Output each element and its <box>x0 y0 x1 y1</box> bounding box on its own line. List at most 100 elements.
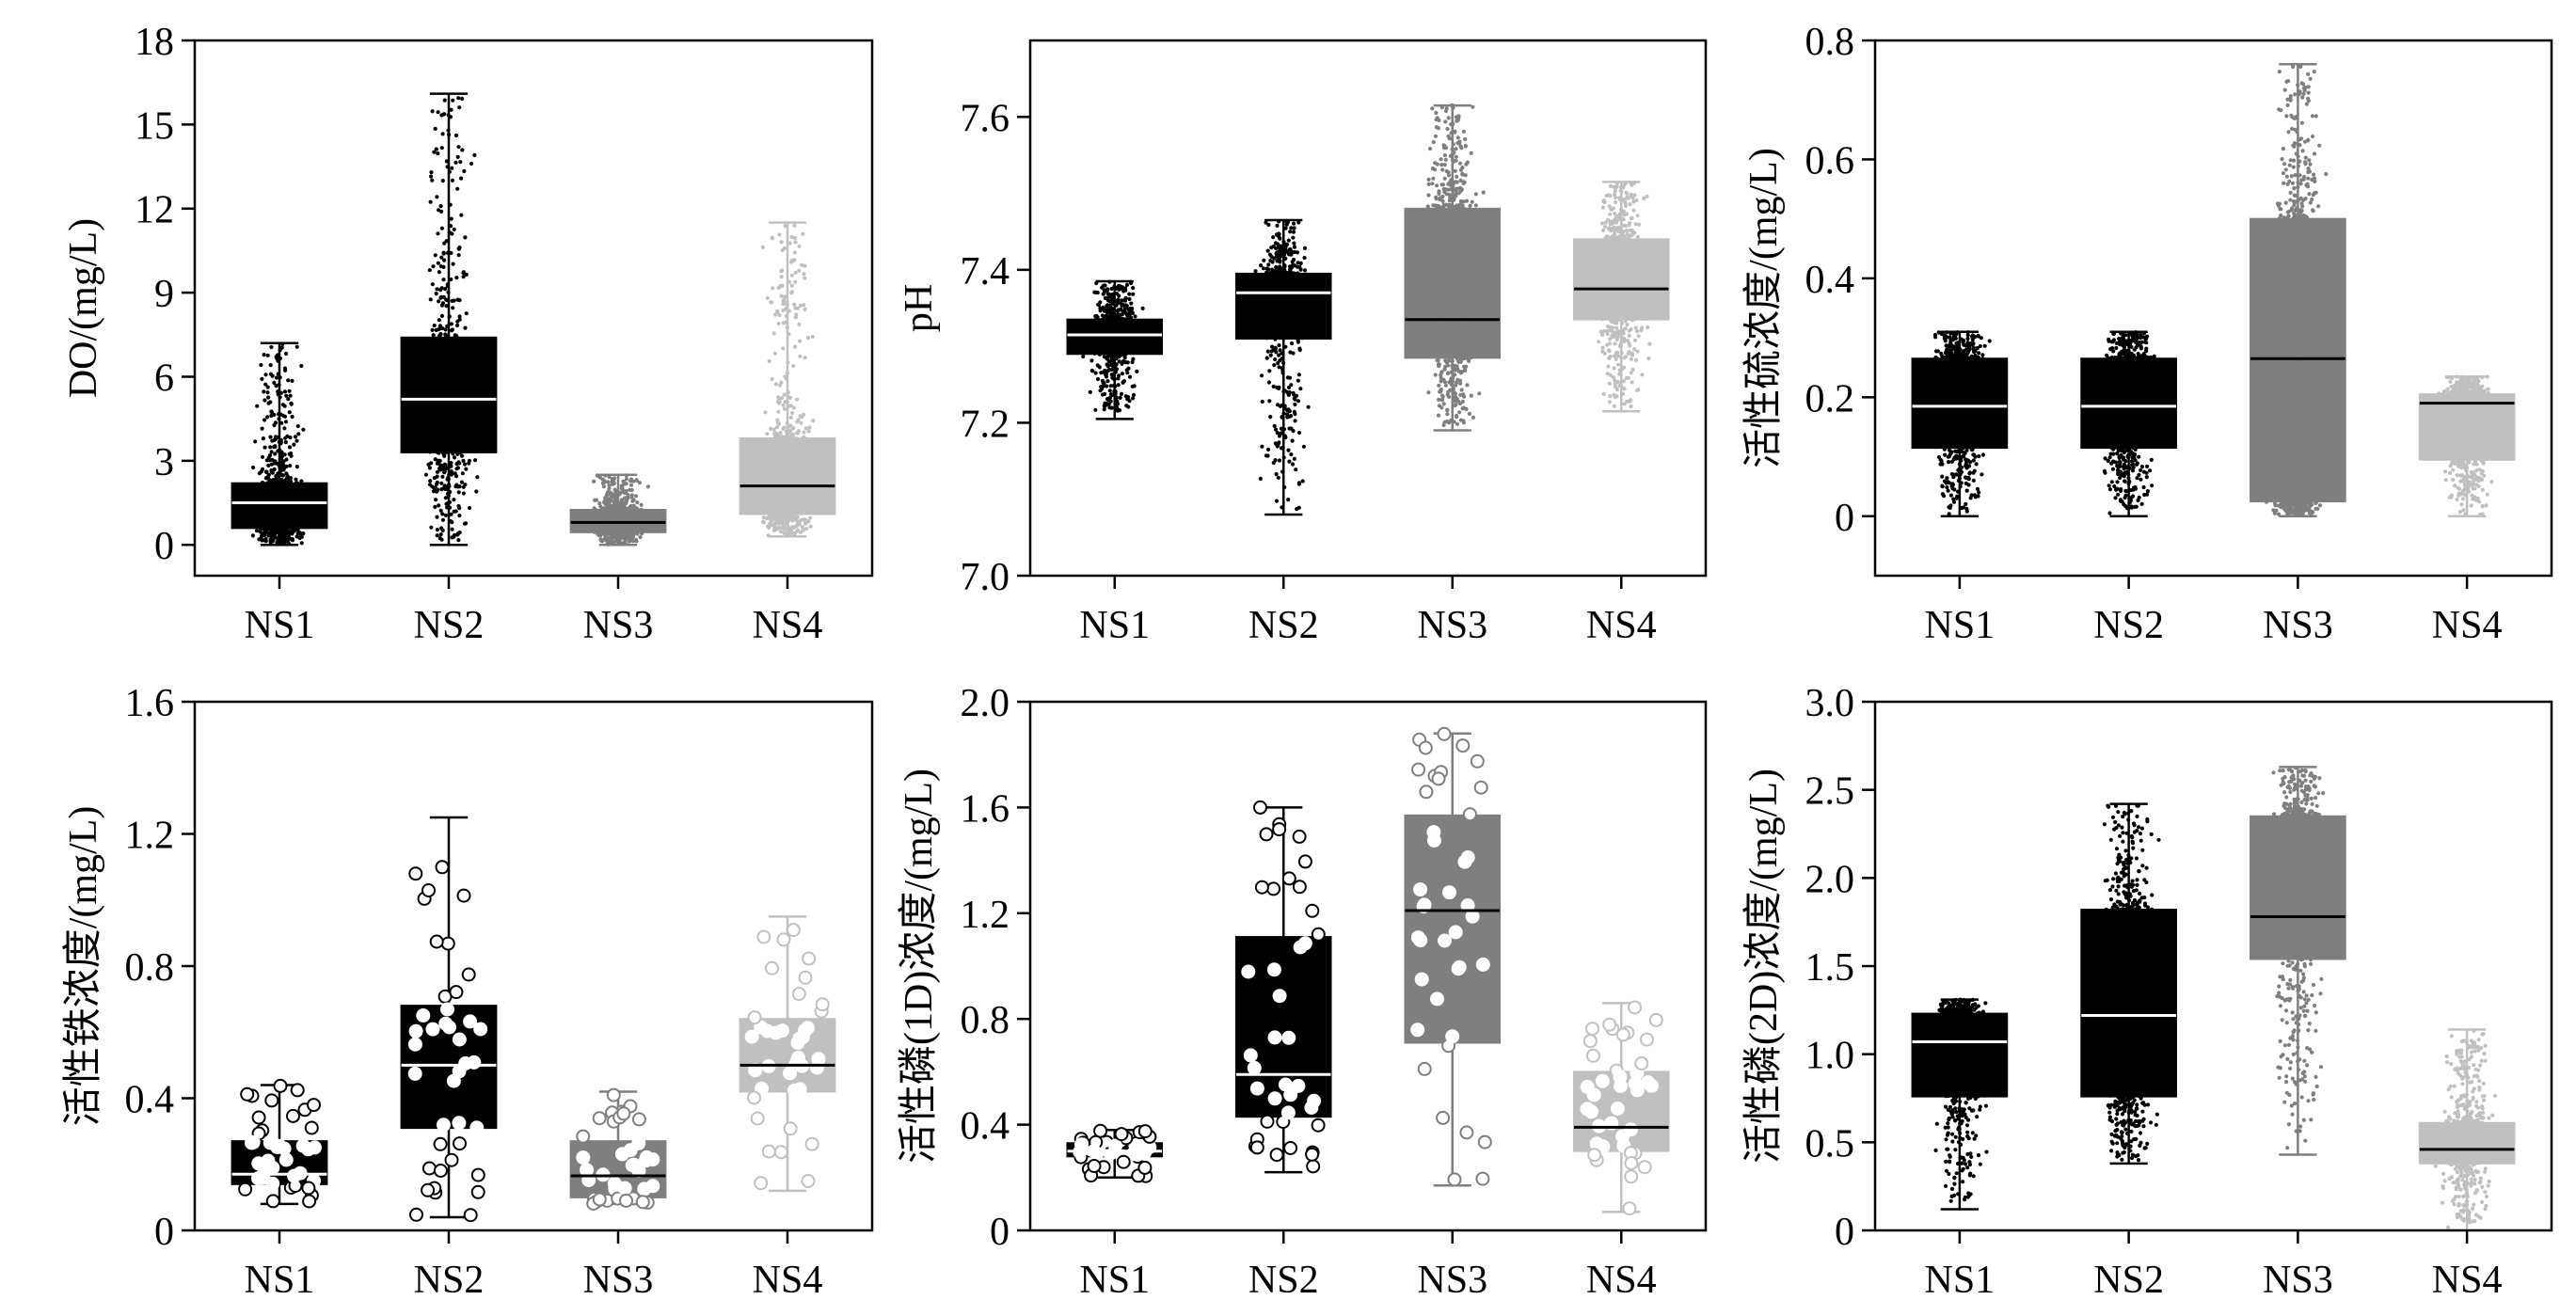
data-point <box>1291 230 1296 234</box>
data-point <box>276 353 280 357</box>
data-point <box>293 495 297 500</box>
data-point <box>283 440 288 445</box>
data-point <box>628 527 632 532</box>
data-point <box>418 448 422 452</box>
data-point <box>782 406 787 411</box>
data-point <box>777 505 782 510</box>
data-point <box>287 535 292 540</box>
data-point <box>798 490 803 495</box>
data-point <box>435 359 439 364</box>
data-point <box>804 526 809 531</box>
data-point <box>288 393 293 398</box>
data-point <box>778 530 784 534</box>
data-point <box>787 444 791 449</box>
data-point <box>793 466 798 470</box>
data-point <box>1267 399 1272 404</box>
data-point <box>281 540 286 545</box>
data-point <box>1301 329 1306 334</box>
data-point <box>1116 383 1121 388</box>
data-point <box>455 341 460 346</box>
data-point <box>782 392 787 397</box>
data-point <box>1285 220 1290 225</box>
data-point <box>1117 324 1121 328</box>
data-point <box>1106 402 1111 406</box>
data-point <box>621 514 626 518</box>
data-point <box>434 147 438 151</box>
data-point <box>1107 348 1112 353</box>
data-point <box>455 323 460 327</box>
data-point <box>1103 295 1107 300</box>
data-point <box>1117 293 1121 298</box>
data-point <box>778 284 783 289</box>
data-point <box>270 539 275 544</box>
data-point <box>295 515 300 520</box>
data-point <box>443 496 448 500</box>
data-point <box>287 388 292 393</box>
data-point <box>1272 363 1277 368</box>
data-point <box>278 348 282 353</box>
data-point <box>449 464 453 468</box>
data-point <box>1282 484 1287 490</box>
data-point <box>259 362 263 368</box>
data-point <box>459 345 464 350</box>
data-point <box>251 465 256 470</box>
data-point <box>1260 444 1264 449</box>
data-point <box>603 530 609 534</box>
data-point <box>440 466 446 470</box>
data-point <box>456 450 461 454</box>
data-point <box>624 482 628 486</box>
data-point <box>430 282 435 287</box>
data-point <box>1124 368 1129 373</box>
data-point <box>429 370 434 374</box>
data-point <box>436 487 440 492</box>
data-point <box>783 224 787 229</box>
data-point <box>442 98 447 103</box>
data-point <box>1090 338 1095 342</box>
data-point <box>764 463 769 468</box>
data-point <box>263 484 268 489</box>
data-point <box>432 345 437 350</box>
data-point <box>795 520 800 526</box>
data-point <box>795 397 800 402</box>
data-point <box>447 484 452 489</box>
data-point <box>765 432 770 436</box>
data-point <box>771 473 776 478</box>
data-point <box>1133 342 1137 347</box>
data-point <box>787 499 792 503</box>
data-point <box>463 406 468 411</box>
data-point <box>1100 313 1105 318</box>
data-point <box>283 494 288 499</box>
data-point <box>453 471 457 476</box>
data-point <box>1127 315 1132 320</box>
data-point <box>439 385 444 389</box>
data-point <box>802 507 806 512</box>
data-point <box>622 490 627 496</box>
data-point <box>447 342 452 347</box>
data-point <box>428 450 433 454</box>
data-point <box>437 441 442 447</box>
data-point <box>435 533 439 538</box>
data-point <box>1117 408 1122 413</box>
data-point <box>291 515 295 521</box>
data-point <box>789 411 795 416</box>
data-point <box>279 452 284 456</box>
data-point <box>460 96 465 101</box>
data-point <box>457 514 462 518</box>
data-point <box>1122 297 1127 303</box>
data-point <box>607 474 612 479</box>
data-point <box>457 298 462 303</box>
data-point <box>455 319 460 324</box>
data-point <box>449 216 453 221</box>
data-point <box>619 486 624 491</box>
data-point <box>1271 384 1276 388</box>
data-point <box>807 495 812 499</box>
data-point <box>781 517 786 522</box>
data-point <box>469 161 474 166</box>
data-point <box>474 489 479 494</box>
data-point <box>613 526 618 531</box>
data-point <box>266 533 271 538</box>
data-point <box>459 422 464 427</box>
data-point <box>1135 369 1139 373</box>
data-point <box>446 113 451 118</box>
data-point <box>1129 280 1134 286</box>
